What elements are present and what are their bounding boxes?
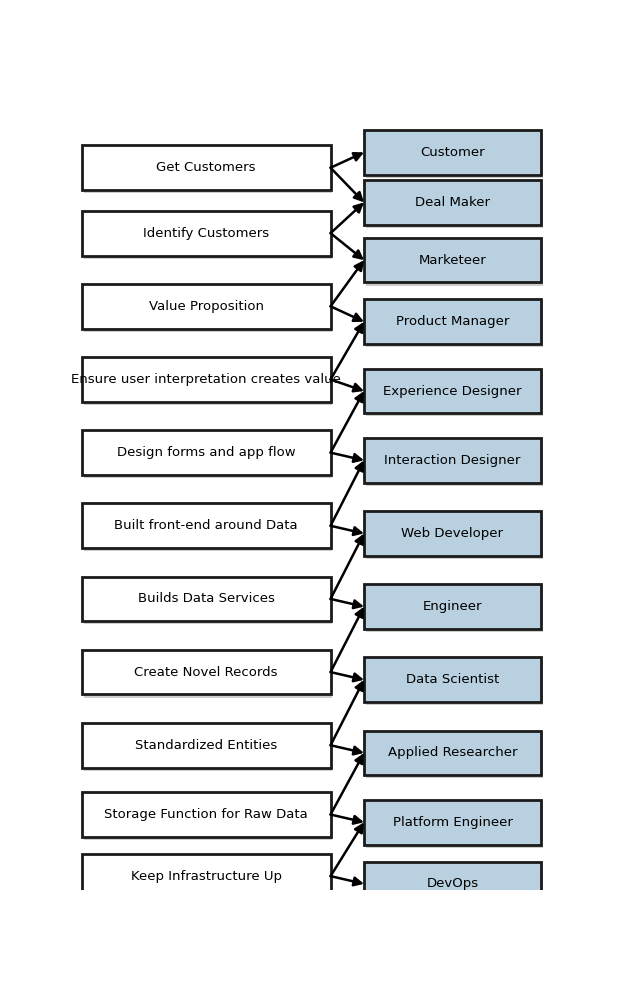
FancyBboxPatch shape: [84, 726, 333, 771]
Text: Data Scientist: Data Scientist: [406, 673, 499, 686]
FancyBboxPatch shape: [366, 133, 543, 178]
Text: Product Manager: Product Manager: [395, 315, 509, 328]
Text: Get Customers: Get Customers: [157, 161, 256, 174]
FancyBboxPatch shape: [364, 511, 541, 556]
FancyBboxPatch shape: [364, 369, 541, 413]
FancyBboxPatch shape: [364, 299, 541, 344]
FancyBboxPatch shape: [364, 862, 541, 906]
FancyBboxPatch shape: [364, 238, 541, 282]
FancyBboxPatch shape: [366, 587, 543, 632]
Text: Experience Designer: Experience Designer: [383, 385, 522, 398]
FancyBboxPatch shape: [84, 653, 333, 698]
FancyBboxPatch shape: [366, 183, 543, 228]
Text: Platform Engineer: Platform Engineer: [392, 816, 513, 829]
FancyBboxPatch shape: [366, 734, 543, 778]
Text: Standardized Entities: Standardized Entities: [135, 739, 278, 752]
FancyBboxPatch shape: [84, 360, 333, 405]
Text: Built front-end around Data: Built front-end around Data: [114, 519, 298, 532]
FancyBboxPatch shape: [366, 803, 543, 848]
FancyBboxPatch shape: [82, 854, 331, 898]
FancyBboxPatch shape: [84, 214, 333, 259]
FancyBboxPatch shape: [366, 865, 543, 909]
FancyBboxPatch shape: [84, 433, 333, 478]
FancyBboxPatch shape: [84, 857, 333, 902]
FancyBboxPatch shape: [366, 372, 543, 416]
FancyBboxPatch shape: [364, 584, 541, 629]
Text: Create Novel Records: Create Novel Records: [135, 666, 278, 679]
FancyBboxPatch shape: [366, 241, 543, 286]
Text: Applied Researcher: Applied Researcher: [387, 746, 517, 759]
Text: Ensure user interpretation creates value: Ensure user interpretation creates value: [72, 373, 341, 386]
FancyBboxPatch shape: [82, 723, 331, 768]
FancyBboxPatch shape: [84, 795, 333, 840]
Text: Builds Data Services: Builds Data Services: [138, 592, 275, 605]
FancyBboxPatch shape: [82, 430, 331, 475]
FancyBboxPatch shape: [364, 180, 541, 225]
Text: Design forms and app flow: Design forms and app flow: [117, 446, 296, 459]
Text: DevOps: DevOps: [426, 877, 479, 890]
FancyBboxPatch shape: [82, 577, 331, 621]
FancyBboxPatch shape: [82, 357, 331, 402]
Text: Marketeer: Marketeer: [418, 254, 486, 267]
FancyBboxPatch shape: [84, 507, 333, 551]
Text: Keep Infrastructure Up: Keep Infrastructure Up: [131, 870, 282, 883]
Text: Identify Customers: Identify Customers: [143, 227, 269, 240]
Text: Value Proposition: Value Proposition: [149, 300, 263, 313]
FancyBboxPatch shape: [84, 148, 333, 193]
Text: Storage Function for Raw Data: Storage Function for Raw Data: [104, 808, 308, 821]
Text: Customer: Customer: [420, 146, 485, 159]
FancyBboxPatch shape: [364, 130, 541, 175]
FancyBboxPatch shape: [82, 503, 331, 548]
FancyBboxPatch shape: [364, 800, 541, 845]
FancyBboxPatch shape: [364, 438, 541, 483]
FancyBboxPatch shape: [366, 514, 543, 559]
Text: Engineer: Engineer: [423, 600, 482, 613]
FancyBboxPatch shape: [366, 441, 543, 486]
FancyBboxPatch shape: [84, 580, 333, 624]
FancyBboxPatch shape: [82, 792, 331, 837]
FancyBboxPatch shape: [82, 284, 331, 329]
FancyBboxPatch shape: [364, 731, 541, 775]
FancyBboxPatch shape: [366, 302, 543, 347]
FancyBboxPatch shape: [84, 287, 333, 332]
Text: Web Developer: Web Developer: [402, 527, 503, 540]
Text: Interaction Designer: Interaction Designer: [384, 454, 521, 467]
Text: Deal Maker: Deal Maker: [415, 196, 490, 209]
FancyBboxPatch shape: [364, 657, 541, 702]
FancyBboxPatch shape: [82, 650, 331, 694]
FancyBboxPatch shape: [366, 661, 543, 705]
FancyBboxPatch shape: [82, 145, 331, 190]
FancyBboxPatch shape: [82, 211, 331, 256]
